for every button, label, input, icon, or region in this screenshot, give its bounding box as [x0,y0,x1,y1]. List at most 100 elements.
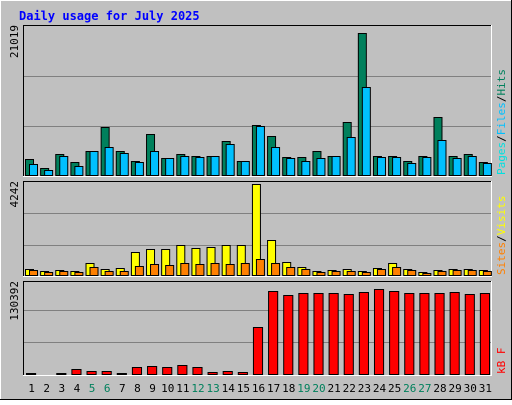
bar-kb-f-day-10 [162,367,173,375]
bar-sites-day-21 [331,271,341,276]
bar-kb-f-day-6 [101,371,112,375]
bar-kb-f-day-17 [268,291,279,375]
x-tick-label-day-17: 17 [267,382,280,395]
x-axis-labels: 1 2 3 4 5 6 7 8 9 10 11 12 13 14 15 16 17 18 19 20 21 22 23 24 2… [28,382,492,395]
bar-kb-f-day-20 [313,293,324,375]
bar-kb-f-day-8 [131,367,143,375]
bar-files-day-21 [331,156,341,176]
x-tick-label-day-11: 11 [176,382,189,395]
bar-kb-f-day-28 [434,293,445,375]
bar-sites-day-29 [452,270,462,276]
bar-files-day-25 [392,157,402,176]
bar-kb-f-day-12 [192,367,203,375]
legend-entry: / [495,96,508,103]
bar-files-day-27 [422,157,432,176]
x-tick-label-day-19: 19 [297,382,310,395]
bar-sites-day-30 [467,270,477,276]
bar-kb-f-day-22 [343,294,354,375]
bar-kb-f-day-16 [252,327,264,375]
legend: kB F [495,348,508,375]
x-tick-label-day-6: 6 [104,382,111,395]
x-tick-label-day-5: 5 [89,382,96,395]
bar-kb-f-day-4 [71,369,82,375]
x-tick-label-day-31: 31 [479,382,492,395]
bar-files-day-7 [119,153,129,176]
bars [25,33,492,176]
x-tick-label-day-24: 24 [373,382,387,395]
bar-sites-day-13 [210,263,220,276]
panel-visits-sites: 4242 Sites/Visits [8,181,508,277]
x-tick-label-day-2: 2 [43,382,50,395]
bar-sites-day-17 [271,263,281,276]
bar-sites-day-25 [392,267,402,276]
x-tick-label-day-16: 16 [252,382,265,395]
x-tick-label-day-4: 4 [74,382,81,395]
bar-files-day-24 [376,157,386,176]
bar-files-day-23 [361,87,371,176]
x-tick-label-day-21: 21 [328,382,341,395]
x-tick-label-day-23: 23 [358,382,371,395]
bar-kb-f-day-14 [222,371,233,375]
bar-sites-day-12 [195,264,205,276]
bar-files-day-19 [301,161,311,176]
bar-kb-f-day-25 [389,291,400,375]
bar-kb-f-day-18 [283,295,294,375]
bar-kb-f-day-7 [116,373,127,375]
bar-files-day-10 [165,158,175,176]
x-tick-label-day-18: 18 [282,382,295,395]
x-tick-label-day-7: 7 [119,382,126,395]
x-tick-label-day-28: 28 [433,382,446,395]
legend-entry: Files [495,102,508,135]
legend-entry: kB F [495,348,508,375]
bar-sites-day-10 [165,265,175,276]
legend: Sites/Visits [495,196,508,276]
bar-sites-day-26 [407,270,417,276]
x-tick-label-day-25: 25 [388,382,401,395]
bar-files-day-11 [180,156,190,176]
legend-entry: / [495,235,508,242]
bar-kb-f-day-29 [449,292,460,375]
bar-files-day-1 [29,164,38,176]
bars [26,289,491,375]
legend-entry: Hits [495,69,508,96]
legend-entry: / [495,135,508,142]
bar-kb-f-day-23 [358,292,369,375]
x-tick-label-day-9: 9 [149,382,156,395]
legend: Pages/Files/Hits [495,69,508,175]
bar-sites-day-4 [74,272,84,276]
bar-sites-day-6 [104,271,114,276]
bar-files-day-20 [316,158,326,176]
bar-files-day-5 [89,151,99,176]
bar-sites-day-5 [89,267,99,276]
bar-sites-day-2 [44,272,54,276]
x-tick-label-day-26: 26 [403,382,416,395]
bar-files-day-12 [195,157,205,176]
bar-files-day-22 [346,137,356,176]
bar-files-day-13 [210,156,220,176]
panel-kbf: 130392 kB F [8,281,508,376]
bar-kb-f-day-15 [237,372,248,375]
x-tick-label-day-15: 15 [237,382,250,395]
bar-files-day-6 [104,147,114,176]
bar-sites-day-15 [240,263,250,276]
bar-sites-day-22 [346,271,356,276]
bar-files-day-9 [150,151,160,176]
bar-sites-day-16 [255,259,265,276]
bar-sites-day-1 [29,270,38,276]
bar-kb-f-day-1 [26,373,37,375]
x-tick-label-day-1: 1 [28,382,35,395]
bar-kb-f-day-30 [464,294,475,375]
bar-kb-f-day-9 [147,366,158,375]
bar-files-day-31 [482,163,492,176]
bar-kb-f-day-5 [86,371,97,375]
bar-kb-f-day-3 [56,373,67,375]
bar-files-day-4 [74,166,84,176]
bar-kb-f-day-13 [207,372,218,375]
x-tick-label-day-3: 3 [59,382,66,395]
panels: 21019Pages/Files/Hits4242Sites/Visits130… [8,25,508,376]
bar-files-day-15 [240,161,250,176]
bar-sites-day-7 [119,271,129,276]
bar-sites-day-8 [134,266,144,276]
